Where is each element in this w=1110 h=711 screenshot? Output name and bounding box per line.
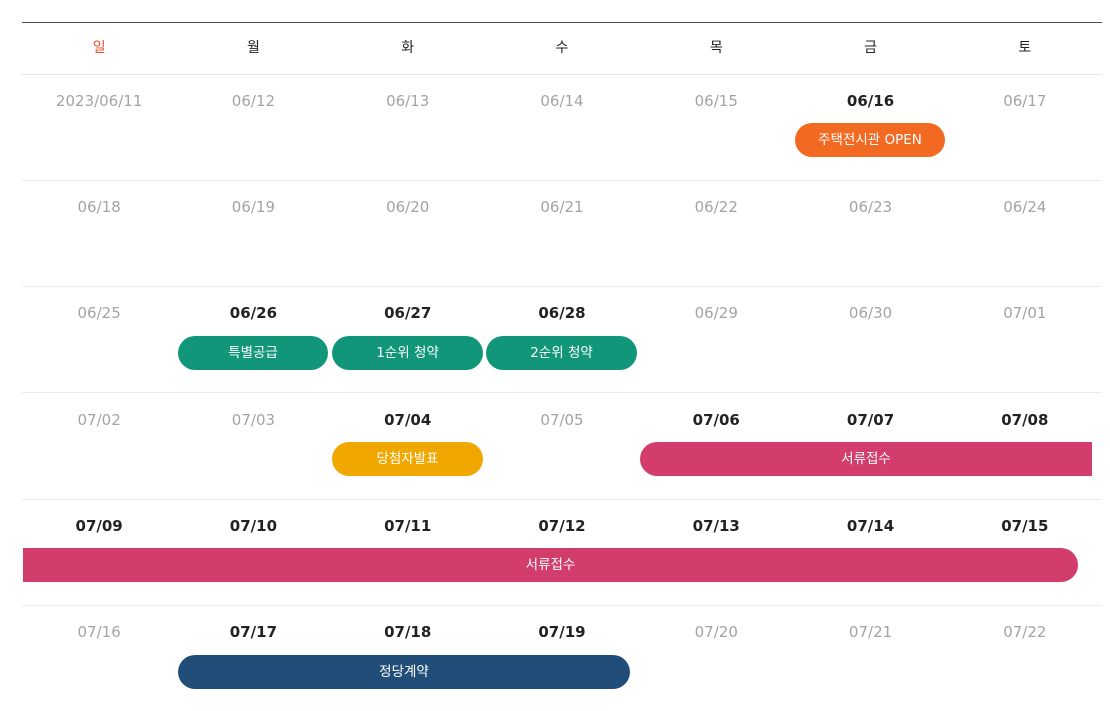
day-cell[interactable]: 06/17 (1003, 92, 1047, 110)
day-cell[interactable]: 07/14 (846, 517, 895, 535)
day-cell[interactable]: 06/12 (231, 92, 276, 110)
day-cell[interactable]: 07/10 (229, 517, 278, 535)
event-showroom-open[interactable]: 주택전시관 OPEN (795, 123, 945, 157)
day-cell[interactable]: 06/24 (1003, 198, 1047, 216)
day-cell[interactable]: 07/05 (540, 411, 584, 429)
day-cell[interactable]: 06/21 (540, 198, 584, 216)
day-cell[interactable]: 06/15 (694, 92, 738, 110)
event-document-submission-cont[interactable]: 서류접수 (23, 548, 1078, 582)
day-cell[interactable]: 07/09 (75, 517, 123, 535)
day-cell[interactable]: 07/13 (692, 517, 740, 535)
day-cell[interactable]: 06/25 (77, 304, 121, 322)
event-contract[interactable]: 정당계약 (178, 655, 630, 689)
calendar-week-6: 07/16 07/17 07/18 07/19 07/20 07/21 07/2… (22, 605, 1102, 711)
event-second-priority[interactable]: 2순위 청약 (486, 336, 637, 370)
weekday-sat: 토 (1018, 40, 1032, 56)
day-cell[interactable]: 07/20 (694, 623, 738, 641)
calendar-week-4: 07/02 07/03 07/04 07/05 07/06 07/07 07/0… (22, 393, 1102, 500)
weekday-tue: 화 (401, 40, 415, 56)
day-cell[interactable]: 06/28 (538, 304, 586, 322)
weekday-mon: 월 (246, 40, 260, 56)
weekday-fri: 금 (864, 40, 877, 56)
day-cell[interactable]: 06/30 (848, 304, 893, 322)
day-cell[interactable]: 06/29 (694, 304, 738, 322)
day-cell[interactable]: 07/16 (77, 623, 121, 641)
weekday-thu: 목 (709, 40, 723, 56)
day-cell[interactable]: 06/22 (694, 198, 738, 216)
calendar-week-5: 07/09 07/10 07/11 07/12 07/13 07/14 07/1… (22, 499, 1102, 606)
event-winner-announcement[interactable]: 당첨자발표 (332, 442, 483, 476)
day-cell[interactable]: 06/20 (386, 198, 430, 216)
event-document-submission[interactable]: 서류접수 (640, 442, 1092, 476)
day-cell[interactable]: 07/21 (848, 623, 893, 641)
day-cell[interactable]: 07/19 (538, 623, 586, 641)
day-cell[interactable]: 07/02 (77, 411, 121, 429)
calendar-week-1: 2023/06/11 06/12 06/13 06/14 06/15 06/16… (22, 74, 1102, 181)
day-cell[interactable]: 06/18 (77, 198, 121, 216)
day-cell[interactable]: 06/19 (231, 198, 276, 216)
day-cell[interactable]: 06/13 (386, 92, 430, 110)
day-cell[interactable]: 06/16 (846, 92, 895, 110)
event-first-priority[interactable]: 1순위 청약 (332, 336, 483, 370)
calendar-week-3: 06/25 06/26 06/27 06/28 06/29 06/30 07/0… (22, 286, 1102, 393)
day-cell[interactable]: 06/26 (229, 304, 278, 322)
day-cell[interactable]: 06/23 (848, 198, 893, 216)
day-cell[interactable]: 07/03 (231, 411, 276, 429)
weekday-wed: 수 (555, 40, 569, 56)
day-cell[interactable]: 07/01 (1003, 304, 1047, 322)
weekday-sun: 일 (92, 40, 106, 56)
day-cell[interactable]: 07/07 (846, 411, 895, 429)
day-cell[interactable]: 07/18 (384, 623, 432, 641)
day-cell[interactable]: 07/22 (1003, 623, 1047, 641)
day-cell[interactable]: 07/06 (692, 411, 740, 429)
day-cell[interactable]: 06/14 (540, 92, 584, 110)
weekday-header: 일 월 화 수 목 금 토 (22, 22, 1102, 75)
day-cell[interactable]: 07/15 (1001, 517, 1049, 535)
day-cell[interactable]: 2023/06/11 (55, 92, 143, 110)
day-cell[interactable]: 06/27 (384, 304, 432, 322)
day-cell[interactable]: 07/12 (538, 517, 586, 535)
day-cell[interactable]: 07/08 (1001, 411, 1049, 429)
calendar-week-2: 06/18 06/19 06/20 06/21 06/22 06/23 06/2… (22, 180, 1102, 287)
day-cell[interactable]: 07/17 (229, 623, 278, 641)
event-special-supply[interactable]: 특별공급 (178, 336, 328, 370)
day-cell[interactable]: 07/04 (384, 411, 432, 429)
day-cell[interactable]: 07/11 (384, 517, 432, 535)
